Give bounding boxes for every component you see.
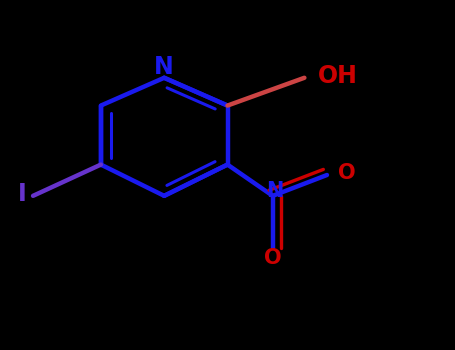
Text: O: O — [264, 248, 282, 268]
Text: OH: OH — [318, 64, 358, 88]
Text: O: O — [339, 163, 356, 183]
Text: N: N — [154, 55, 174, 79]
Text: N: N — [266, 181, 283, 201]
Text: I: I — [17, 182, 26, 206]
